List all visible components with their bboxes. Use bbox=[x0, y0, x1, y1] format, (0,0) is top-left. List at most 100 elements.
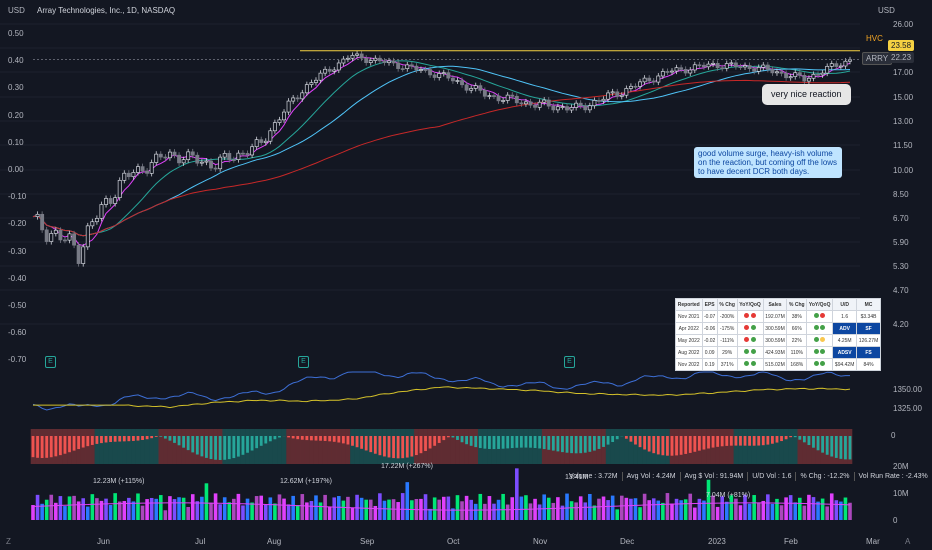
volume-bar bbox=[346, 496, 350, 520]
candle-body bbox=[218, 156, 223, 170]
candle-body bbox=[492, 95, 496, 97]
candle-body bbox=[409, 64, 414, 67]
candle-body bbox=[738, 66, 743, 69]
eps-tick-label: 0.30 bbox=[8, 83, 24, 93]
candle-body bbox=[341, 58, 346, 64]
osc-zero-label: 0 bbox=[891, 431, 896, 440]
status-dot bbox=[813, 313, 819, 318]
table-row: Apr 2022 -0.06 -175% 300.59M 66% ADV SF bbox=[675, 322, 881, 335]
zoom-button[interactable]: Z bbox=[6, 537, 11, 546]
table-cell: $94.42M bbox=[832, 358, 858, 371]
osc-bar bbox=[319, 436, 322, 441]
osc-bar bbox=[255, 436, 259, 449]
volume-bar bbox=[848, 502, 852, 520]
price-tick-label: 6.70 bbox=[893, 214, 909, 223]
reaction-callout: very nice reaction bbox=[762, 84, 851, 105]
osc-bar bbox=[697, 436, 701, 451]
volume-bar bbox=[797, 497, 802, 520]
status-dot bbox=[750, 361, 756, 366]
volume-bar bbox=[428, 508, 432, 520]
osc-band bbox=[751, 429, 757, 464]
hvc-line bbox=[33, 50, 860, 60]
osc-bar bbox=[373, 436, 377, 454]
candle-body bbox=[752, 68, 757, 72]
candle-body bbox=[679, 67, 684, 70]
eps-tick-label: 0.10 bbox=[8, 137, 24, 147]
volume-bar bbox=[592, 505, 597, 520]
osc-bar bbox=[725, 436, 729, 446]
candle-body bbox=[263, 140, 268, 143]
osc-band bbox=[286, 429, 291, 464]
volume-bar bbox=[99, 500, 104, 520]
candle-body bbox=[505, 94, 510, 101]
time-tick-label: Sep bbox=[360, 537, 375, 546]
time-tick-label: 2023 bbox=[708, 537, 726, 546]
osc-band bbox=[99, 429, 104, 464]
candle-body bbox=[546, 99, 551, 107]
osc-band bbox=[788, 429, 793, 464]
osc-bar bbox=[136, 436, 140, 441]
osc-bar bbox=[236, 436, 240, 457]
osc-bar bbox=[419, 436, 423, 454]
osc-band bbox=[436, 429, 442, 464]
candle-body bbox=[628, 85, 633, 89]
candle-body bbox=[533, 104, 538, 108]
candle-body bbox=[241, 152, 245, 155]
osc-bar bbox=[789, 436, 793, 438]
osc-bar bbox=[488, 436, 491, 449]
osc-bar bbox=[49, 436, 53, 458]
osc-bar bbox=[474, 436, 478, 448]
osc-bar bbox=[264, 436, 268, 444]
candle-body bbox=[537, 101, 542, 108]
osc-bar bbox=[583, 436, 587, 453]
volume-bar bbox=[236, 493, 241, 520]
status-dot bbox=[820, 361, 826, 366]
osc-bar bbox=[793, 436, 797, 438]
candle-body bbox=[368, 60, 373, 64]
osc-bar bbox=[118, 436, 122, 442]
volume-bar bbox=[473, 503, 478, 520]
volume-bar bbox=[693, 507, 697, 520]
volume-value-label: 13.41M bbox=[565, 474, 589, 481]
currency-label-right: USD bbox=[878, 6, 895, 15]
candle-body bbox=[464, 84, 469, 91]
candle-body bbox=[67, 233, 72, 241]
candle-body bbox=[236, 152, 241, 160]
candle-body bbox=[158, 153, 163, 158]
candle-body bbox=[624, 88, 629, 96]
candle-body bbox=[136, 166, 140, 173]
osc-bar bbox=[579, 436, 583, 454]
osc-bar bbox=[757, 436, 761, 446]
volume-bar bbox=[40, 503, 44, 520]
candle-body bbox=[250, 146, 255, 156]
volume-bar bbox=[629, 498, 633, 520]
candle-body bbox=[802, 75, 807, 82]
candle-body bbox=[793, 72, 798, 77]
osc-bar bbox=[364, 436, 368, 451]
osc-band bbox=[336, 429, 342, 464]
volume-bar bbox=[122, 501, 127, 520]
osc-bar bbox=[360, 436, 364, 449]
time-tick-label: Jul bbox=[195, 537, 206, 546]
osc-bar bbox=[802, 436, 806, 443]
osc-bar bbox=[743, 436, 747, 446]
candle-body bbox=[245, 153, 250, 156]
volume-bar bbox=[565, 493, 569, 520]
volume-bar bbox=[195, 501, 200, 520]
volume-bar bbox=[378, 493, 382, 520]
osc-bar bbox=[666, 436, 669, 456]
candle-body bbox=[126, 172, 131, 178]
auto-scale-button[interactable]: A bbox=[905, 537, 911, 546]
candle-body bbox=[597, 100, 601, 102]
volume-bar bbox=[172, 499, 177, 520]
candle-body bbox=[706, 63, 711, 68]
osc-bar bbox=[606, 436, 610, 445]
volume-bar bbox=[245, 498, 250, 520]
candle-body bbox=[797, 72, 802, 76]
osc-bar bbox=[127, 436, 131, 442]
osc-bar bbox=[205, 436, 208, 458]
osc-bar bbox=[556, 436, 560, 452]
osc-bar bbox=[497, 436, 500, 449]
volume-bar bbox=[131, 501, 136, 520]
